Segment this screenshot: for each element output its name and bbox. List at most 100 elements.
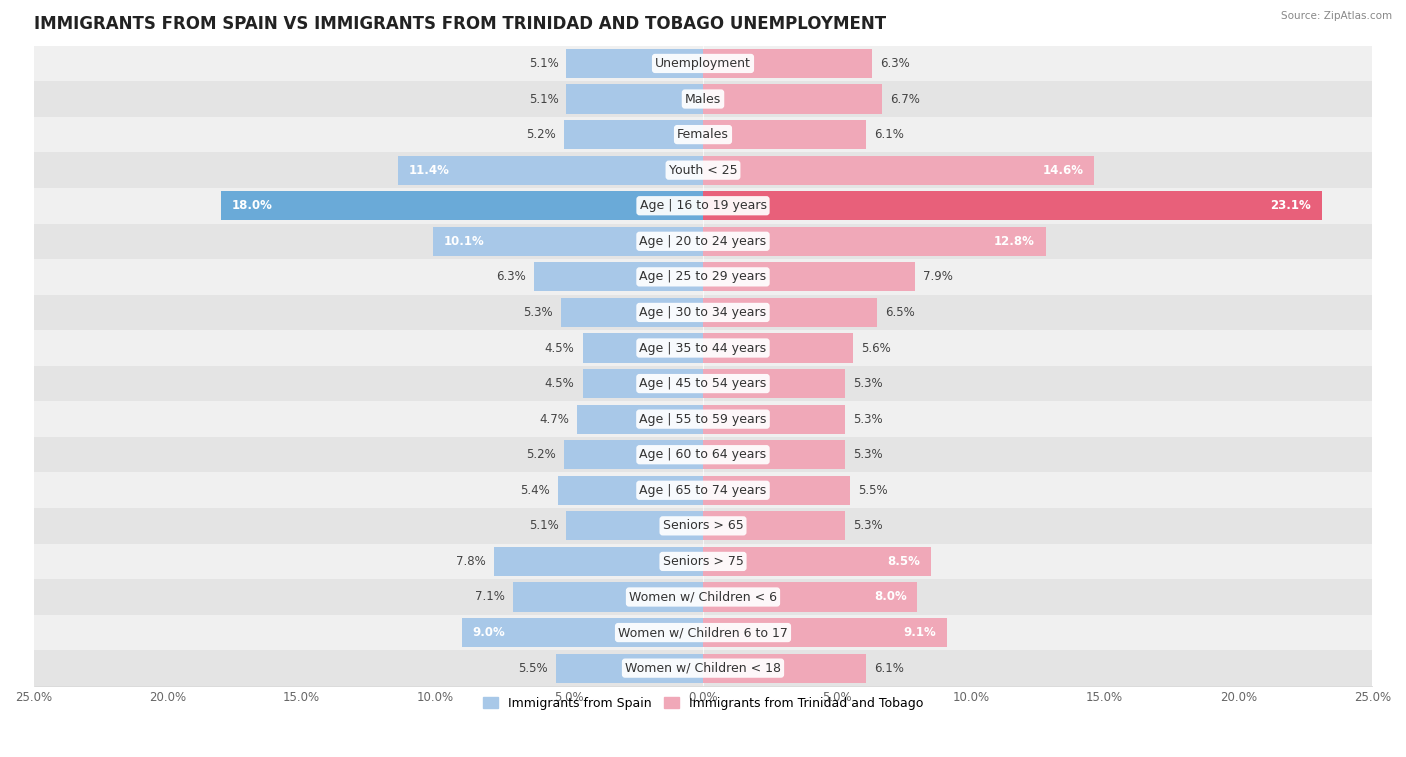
Bar — [398, 156, 703, 185]
Text: 9.0%: 9.0% — [472, 626, 506, 639]
Text: 18.0%: 18.0% — [232, 199, 273, 212]
Bar — [34, 330, 1372, 366]
Text: 7.1%: 7.1% — [475, 590, 505, 603]
Text: 6.1%: 6.1% — [875, 662, 904, 674]
Text: 5.1%: 5.1% — [529, 519, 558, 532]
Text: 5.3%: 5.3% — [853, 413, 883, 425]
Text: 5.3%: 5.3% — [523, 306, 553, 319]
Text: Women w/ Children < 6: Women w/ Children < 6 — [628, 590, 778, 603]
Text: Source: ZipAtlas.com: Source: ZipAtlas.com — [1281, 11, 1392, 21]
Text: Age | 35 to 44 years: Age | 35 to 44 years — [640, 341, 766, 354]
Bar — [534, 262, 703, 291]
Bar — [703, 404, 845, 434]
Text: Age | 20 to 24 years: Age | 20 to 24 years — [640, 235, 766, 248]
Text: Seniors > 65: Seniors > 65 — [662, 519, 744, 532]
Bar — [34, 650, 1372, 686]
Text: Males: Males — [685, 92, 721, 105]
Bar — [34, 294, 1372, 330]
Bar — [34, 366, 1372, 401]
Text: 8.0%: 8.0% — [873, 590, 907, 603]
Text: Age | 25 to 29 years: Age | 25 to 29 years — [640, 270, 766, 283]
Text: 7.8%: 7.8% — [457, 555, 486, 568]
Bar — [582, 333, 703, 363]
Text: 6.7%: 6.7% — [890, 92, 921, 105]
Bar — [34, 401, 1372, 437]
Text: 6.3%: 6.3% — [880, 57, 910, 70]
Bar — [561, 298, 703, 327]
Bar — [564, 440, 703, 469]
Text: IMMIGRANTS FROM SPAIN VS IMMIGRANTS FROM TRINIDAD AND TOBAGO UNEMPLOYMENT: IMMIGRANTS FROM SPAIN VS IMMIGRANTS FROM… — [34, 15, 886, 33]
Bar — [703, 582, 917, 612]
Text: 5.3%: 5.3% — [853, 448, 883, 461]
Legend: Immigrants from Spain, Immigrants from Trinidad and Tobago: Immigrants from Spain, Immigrants from T… — [478, 692, 928, 715]
Text: Age | 16 to 19 years: Age | 16 to 19 years — [640, 199, 766, 212]
Bar — [703, 511, 845, 540]
Text: Females: Females — [678, 128, 728, 141]
Text: Seniors > 75: Seniors > 75 — [662, 555, 744, 568]
Text: 4.5%: 4.5% — [544, 377, 575, 390]
Text: 10.1%: 10.1% — [443, 235, 484, 248]
Text: 4.7%: 4.7% — [540, 413, 569, 425]
Bar — [558, 475, 703, 505]
Text: 23.1%: 23.1% — [1270, 199, 1310, 212]
Text: Age | 55 to 59 years: Age | 55 to 59 years — [640, 413, 766, 425]
Bar — [576, 404, 703, 434]
Bar — [433, 226, 703, 256]
Text: 5.5%: 5.5% — [858, 484, 889, 497]
Bar — [34, 223, 1372, 259]
Bar — [703, 192, 1322, 220]
Bar — [34, 117, 1372, 152]
Bar — [703, 120, 866, 149]
Text: Youth < 25: Youth < 25 — [669, 164, 737, 176]
Bar — [513, 582, 703, 612]
Bar — [494, 547, 703, 576]
Bar — [567, 511, 703, 540]
Bar — [703, 298, 877, 327]
Bar — [703, 440, 845, 469]
Text: Age | 60 to 64 years: Age | 60 to 64 years — [640, 448, 766, 461]
Text: Age | 30 to 34 years: Age | 30 to 34 years — [640, 306, 766, 319]
Bar — [703, 547, 931, 576]
Bar — [564, 120, 703, 149]
Text: Age | 65 to 74 years: Age | 65 to 74 years — [640, 484, 766, 497]
Bar — [34, 188, 1372, 223]
Bar — [703, 226, 1046, 256]
Text: Women w/ Children 6 to 17: Women w/ Children 6 to 17 — [619, 626, 787, 639]
Bar — [703, 475, 851, 505]
Text: 5.6%: 5.6% — [860, 341, 891, 354]
Text: 9.1%: 9.1% — [903, 626, 936, 639]
Bar — [463, 618, 703, 647]
Bar — [221, 192, 703, 220]
Bar — [34, 152, 1372, 188]
Text: 5.3%: 5.3% — [853, 377, 883, 390]
Bar — [703, 49, 872, 78]
Text: 11.4%: 11.4% — [409, 164, 450, 176]
Text: 6.5%: 6.5% — [886, 306, 915, 319]
Text: 5.5%: 5.5% — [517, 662, 548, 674]
Bar — [703, 333, 853, 363]
Text: 6.3%: 6.3% — [496, 270, 526, 283]
Text: 7.9%: 7.9% — [922, 270, 952, 283]
Bar — [34, 81, 1372, 117]
Bar — [703, 156, 1094, 185]
Bar — [582, 369, 703, 398]
Text: Unemployment: Unemployment — [655, 57, 751, 70]
Text: 5.1%: 5.1% — [529, 57, 558, 70]
Bar — [34, 437, 1372, 472]
Bar — [34, 472, 1372, 508]
Text: Women w/ Children < 18: Women w/ Children < 18 — [626, 662, 780, 674]
Bar — [34, 508, 1372, 544]
Text: 5.1%: 5.1% — [529, 92, 558, 105]
Bar — [34, 259, 1372, 294]
Text: 5.3%: 5.3% — [853, 519, 883, 532]
Bar — [703, 262, 914, 291]
Text: 5.2%: 5.2% — [526, 448, 555, 461]
Bar — [703, 618, 946, 647]
Text: 5.4%: 5.4% — [520, 484, 550, 497]
Bar — [34, 544, 1372, 579]
Bar — [703, 85, 883, 114]
Bar — [567, 49, 703, 78]
Bar — [34, 615, 1372, 650]
Bar — [703, 653, 866, 683]
Bar — [703, 369, 845, 398]
